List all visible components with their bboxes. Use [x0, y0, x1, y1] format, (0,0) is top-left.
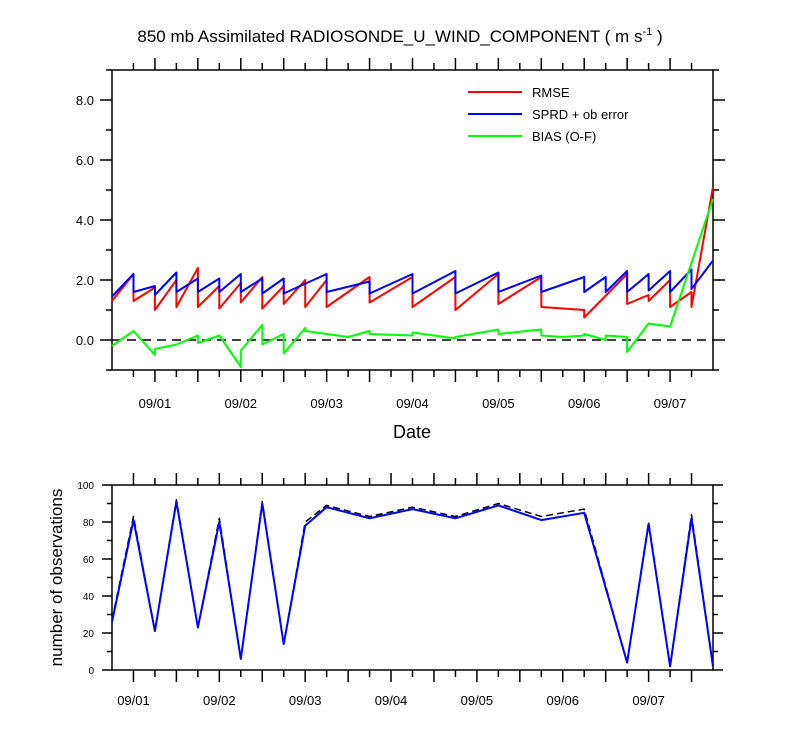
top-x-tick-label: 09/07	[654, 396, 687, 411]
legend-label-rmse: RMSE	[532, 85, 570, 100]
top-x-tick-label: 09/05	[482, 396, 515, 411]
legend-label-sprd-ob-error: SPRD + ob error	[532, 107, 629, 122]
top-x-tick-label: 09/02	[225, 396, 258, 411]
chart-title-close: )	[652, 27, 662, 46]
bottom-x-tick-label: 09/03	[289, 693, 322, 708]
legend-label-bias-o-f: BIAS (O-F)	[532, 129, 596, 144]
top-x-axis-label: Date	[393, 422, 431, 442]
bottom-x-tick-label: 09/04	[375, 693, 408, 708]
bottom-x-tick-label: 09/06	[546, 693, 579, 708]
top-y-tick-label: 6.0	[76, 153, 94, 168]
bottom-y-tick-label: 60	[83, 555, 95, 566]
series-line-assimilated	[111, 500, 714, 668]
bottom-x-tick-label: 09/02	[203, 693, 236, 708]
bottom-y-tick-label: 80	[83, 518, 95, 529]
bottom-y-tick-label: 40	[83, 592, 95, 603]
top-x-tick-label: 09/01	[139, 396, 172, 411]
bottom-y-tick-label: 0	[88, 666, 94, 677]
top-y-tick-label: 2.0	[76, 273, 94, 288]
bottom-x-tick-label: 09/01	[117, 693, 150, 708]
series-line-sprd-ob-error	[111, 259, 714, 298]
series-line-rmse	[111, 186, 714, 319]
bottom-y-axis-label: number of observations	[47, 489, 66, 667]
bottom-y-tick-label: 20	[83, 629, 95, 640]
chart-title-main: 850 mb Assimilated RADIOSONDE_U_WIND_COM…	[137, 27, 642, 46]
top-y-tick-label: 4.0	[76, 213, 94, 228]
top-x-tick-label: 09/04	[396, 396, 429, 411]
chart-title: 850 mb Assimilated RADIOSONDE_U_WIND_COM…	[137, 26, 662, 46]
series-line-possible	[111, 499, 714, 668]
top-y-tick-label: 8.0	[76, 93, 94, 108]
bottom-x-tick-label: 09/07	[632, 693, 665, 708]
chart-title-unit-exponent: -1	[642, 26, 652, 38]
bottom-x-tick-label: 09/05	[461, 693, 494, 708]
bottom-plot-frame	[111, 484, 714, 671]
top-x-tick-label: 09/03	[310, 396, 343, 411]
series-line-bias-o-f	[111, 198, 714, 368]
top-y-tick-label: 0.0	[76, 333, 94, 348]
top-x-tick-label: 09/06	[568, 396, 601, 411]
bottom-y-tick-label: 100	[77, 481, 94, 492]
